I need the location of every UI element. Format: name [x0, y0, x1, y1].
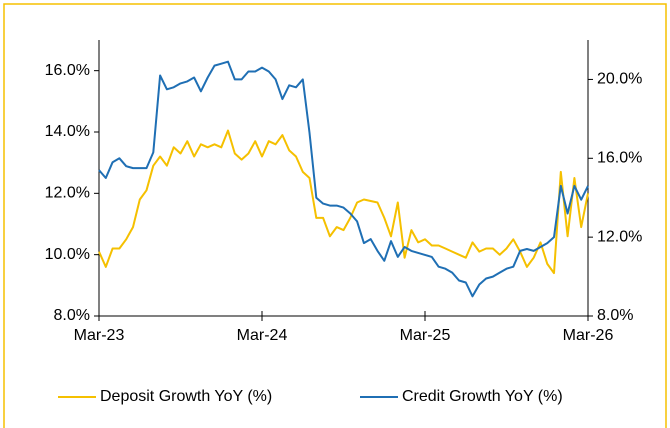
legend-label: Credit Growth YoY (%): [402, 388, 563, 405]
y-tick-label: 16.0%: [45, 62, 90, 79]
x-tick-label: Mar-26: [563, 327, 614, 344]
y-tick-label: 10.0%: [45, 246, 90, 263]
y2-tick-label: 16.0%: [597, 150, 642, 167]
series-line: [98, 60, 589, 298]
y2-tick-label: 8.0%: [597, 307, 633, 324]
x-tick-label: Mar-23: [74, 327, 125, 344]
series-line: [98, 129, 589, 275]
y-tick-label: 14.0%: [45, 123, 90, 140]
y-tick-label: 8.0%: [54, 307, 90, 324]
x-tick-label: Mar-25: [400, 327, 451, 344]
frame: [3, 3, 667, 428]
y2-tick-label: 12.0%: [597, 228, 642, 245]
legend-label: Deposit Growth YoY (%): [100, 388, 272, 405]
y-tick-label: 12.0%: [45, 185, 90, 202]
x-tick-label: Mar-24: [237, 327, 288, 344]
y2-tick-label: 20.0%: [597, 71, 642, 88]
